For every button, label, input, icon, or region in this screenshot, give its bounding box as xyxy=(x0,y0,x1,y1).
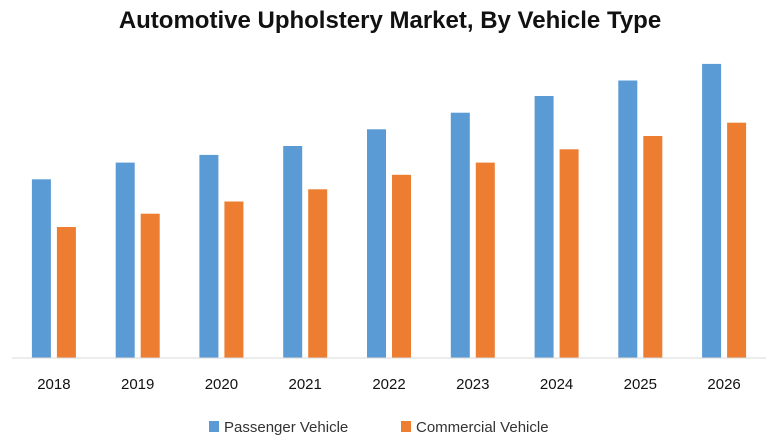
x-tick-label-2021: 2021 xyxy=(289,376,322,393)
bar-commercial-vehicle-2022 xyxy=(392,174,411,358)
bar-passenger-vehicle-2023 xyxy=(450,112,470,358)
x-tick-label-2022: 2022 xyxy=(372,376,405,393)
x-tick-label-2018: 2018 xyxy=(37,376,70,393)
bar-commercial-vehicle-2020 xyxy=(224,201,244,358)
bar-passenger-vehicle-2020 xyxy=(199,154,219,358)
x-tick-label-2025: 2025 xyxy=(624,376,657,393)
x-tick-label-2019: 2019 xyxy=(121,376,154,393)
bar-commercial-vehicle-2025 xyxy=(643,136,663,358)
bar-commercial-vehicle-2019 xyxy=(140,213,160,358)
x-tick-labels: 2018 2019 2020 2021 2022 2023 2024 2025 2026 xyxy=(37,376,741,393)
bar-commercial-vehicle-2024 xyxy=(559,149,579,358)
x-tick-label-2023: 2023 xyxy=(456,376,489,393)
x-tick-label-2020: 2020 xyxy=(205,376,238,393)
bar-passenger-vehicle-2022 xyxy=(367,129,386,358)
legend-swatch-commercial-vehicle xyxy=(401,421,411,432)
legend-label-commercial-vehicle: Commercial Vehicle xyxy=(416,419,549,436)
bar-commercial-vehicle-2021 xyxy=(308,189,328,358)
bar-commercial-vehicle-2023 xyxy=(475,162,495,358)
legend-swatch-passenger-vehicle xyxy=(209,421,219,432)
bars-group xyxy=(31,63,747,359)
bar-passenger-vehicle-2025 xyxy=(618,80,638,358)
legend: Passenger Vehicle Commercial Vehicle xyxy=(209,419,549,436)
bar-commercial-vehicle-2018 xyxy=(56,227,76,358)
bar-passenger-vehicle-2024 xyxy=(534,96,554,358)
x-tick-label-2024: 2024 xyxy=(540,376,573,393)
bar-passenger-vehicle-2019 xyxy=(115,162,135,358)
bar-commercial-vehicle-2026 xyxy=(727,122,747,358)
chart-title: Automotive Upholstery Market, By Vehicle… xyxy=(119,7,661,34)
legend-label-passenger-vehicle: Passenger Vehicle xyxy=(224,419,348,436)
bar-passenger-vehicle-2021 xyxy=(283,146,303,358)
bar-passenger-vehicle-2026 xyxy=(702,63,722,359)
x-tick-label-2026: 2026 xyxy=(707,376,740,393)
bar-passenger-vehicle-2018 xyxy=(31,179,51,358)
